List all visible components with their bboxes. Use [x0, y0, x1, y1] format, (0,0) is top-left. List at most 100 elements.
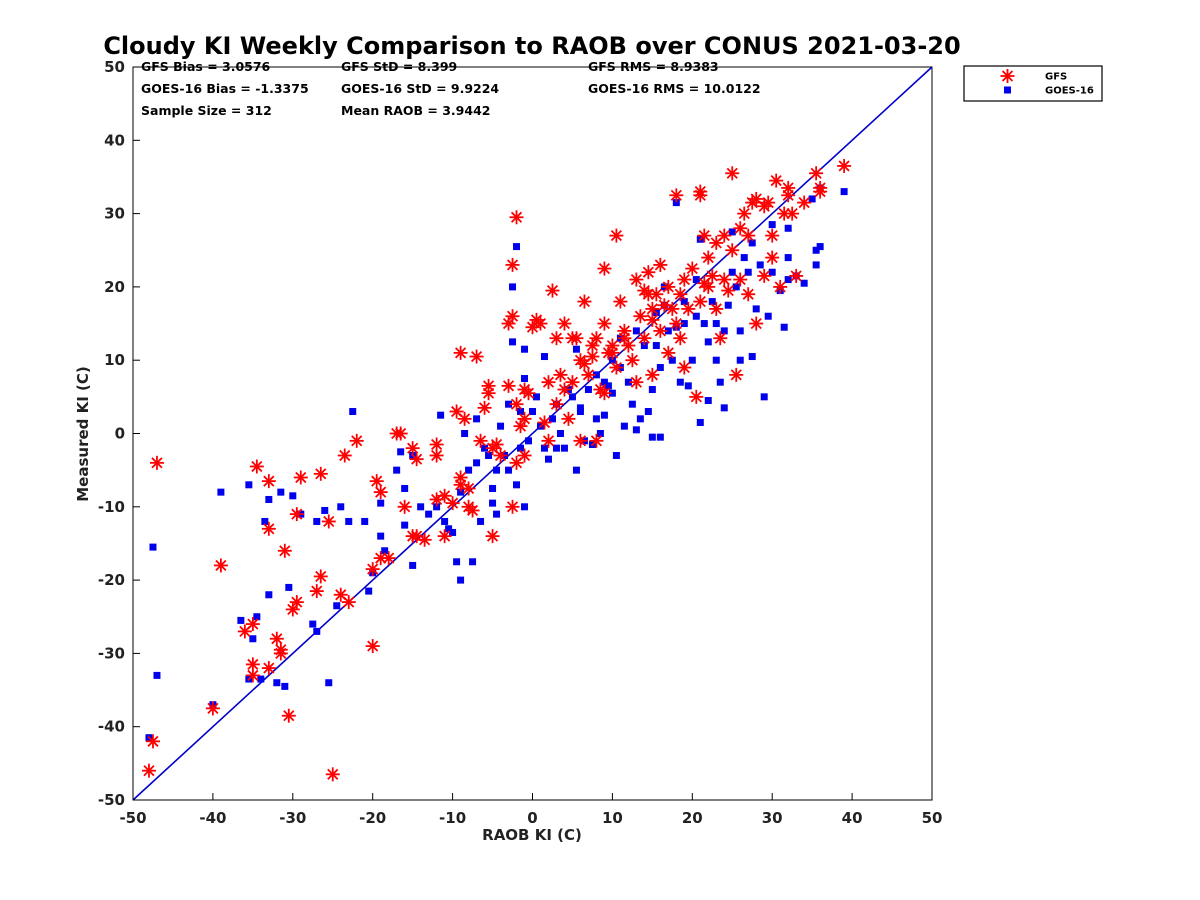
gfs-point [445, 496, 460, 511]
gfs-point [757, 268, 772, 283]
gfs-point [741, 228, 756, 243]
goes16-point [489, 484, 497, 492]
gfs-point [205, 701, 220, 716]
goes16-point [620, 422, 628, 430]
gfs-point [725, 243, 740, 258]
goes16-point [393, 466, 401, 474]
x-tick-label: 10 [602, 809, 623, 827]
goes16-point [401, 521, 409, 529]
goes16-point [433, 503, 441, 511]
gfs-point [513, 419, 528, 434]
gfs-point [537, 415, 552, 430]
gfs-point [481, 378, 496, 393]
gfs-point [261, 474, 276, 489]
goes16-point [365, 587, 373, 595]
goes16-point [648, 433, 656, 441]
gfs-point [685, 261, 700, 276]
gfs-point [453, 345, 468, 360]
gfs-point [653, 323, 668, 338]
goes16-point [608, 389, 616, 397]
gfs-point [509, 397, 524, 412]
goes16-point [517, 444, 525, 452]
gfs-point [309, 584, 324, 599]
gfs-point [813, 180, 828, 195]
goes16-point [461, 430, 469, 437]
goes16-point [381, 547, 389, 555]
goes16-point [624, 378, 632, 386]
y-tick-label: -50 [98, 791, 125, 809]
goes16-point [576, 408, 584, 416]
goes16-point [525, 437, 533, 445]
goes16-point [265, 591, 273, 599]
chart-title: Cloudy KI Weekly Comparison to RAOB over… [103, 32, 960, 60]
goes16-point [521, 503, 529, 511]
goes16-point [768, 268, 776, 276]
gfs-point [213, 558, 228, 573]
gfs-point [737, 206, 752, 221]
goes16-point [437, 411, 445, 419]
gfs-point [641, 265, 656, 280]
gfs-point [749, 316, 764, 331]
gfs-point [773, 279, 788, 294]
goes16-point [756, 261, 764, 269]
goes16-point [648, 386, 656, 394]
goes16-point [509, 283, 517, 291]
gfs-point [669, 188, 684, 203]
gfs-point [485, 529, 500, 544]
goes16-point [313, 627, 321, 635]
goes16-point [692, 276, 700, 284]
gfs-point [577, 294, 592, 309]
gfs-point [765, 228, 780, 243]
goes16-point [349, 408, 357, 416]
gfs-point [553, 367, 568, 382]
goes16-point [489, 499, 497, 507]
goes16-point [485, 451, 493, 459]
goes16-point [780, 323, 788, 331]
gfs-point [493, 448, 508, 463]
gfs-point [261, 521, 276, 536]
gfs-point [661, 345, 676, 360]
gfs-point [557, 382, 572, 397]
stat-annotation: Mean RAOB = 3.9442 [341, 103, 490, 118]
goes16-point [568, 393, 576, 401]
y-tick-label: -20 [98, 571, 125, 589]
goes16-point [465, 466, 473, 474]
gfs-point [653, 257, 668, 272]
goes16-point [457, 576, 465, 584]
goes16-point [712, 320, 720, 328]
gfs-point [597, 386, 612, 401]
gfs-point [625, 353, 640, 368]
gfs-point [437, 529, 452, 544]
goes16-point [521, 345, 529, 353]
goes16-point [640, 342, 648, 350]
goes16-point [596, 430, 604, 437]
goes16-point [760, 393, 768, 401]
goes16-point [441, 517, 449, 525]
goes16-point [604, 382, 612, 390]
goes16-point [517, 408, 525, 416]
gfs-point [713, 331, 728, 346]
goes16-point [361, 517, 369, 525]
goes16-point [281, 682, 289, 690]
gfs-point [517, 411, 532, 426]
goes16-point [505, 466, 513, 474]
legend-marker-gfs [1000, 69, 1015, 83]
gfs-point [613, 294, 628, 309]
gfs-point [281, 708, 296, 723]
goes16-point [612, 451, 620, 459]
goes16-point [237, 616, 245, 624]
x-axis-label: RAOB KI (C) [482, 826, 582, 844]
gfs-point [149, 455, 164, 470]
goes16-point [664, 327, 672, 335]
gfs-point [505, 257, 520, 272]
gfs-point [489, 437, 504, 452]
goes16-point [149, 543, 157, 551]
goes16-point [736, 327, 744, 335]
gfs-point [725, 166, 740, 181]
gfs-point [573, 433, 588, 448]
goes16-point [417, 503, 425, 511]
gfs-point [365, 639, 380, 654]
goes16-point [584, 386, 592, 394]
goes16-point [688, 356, 696, 364]
goes16-point [704, 338, 712, 346]
